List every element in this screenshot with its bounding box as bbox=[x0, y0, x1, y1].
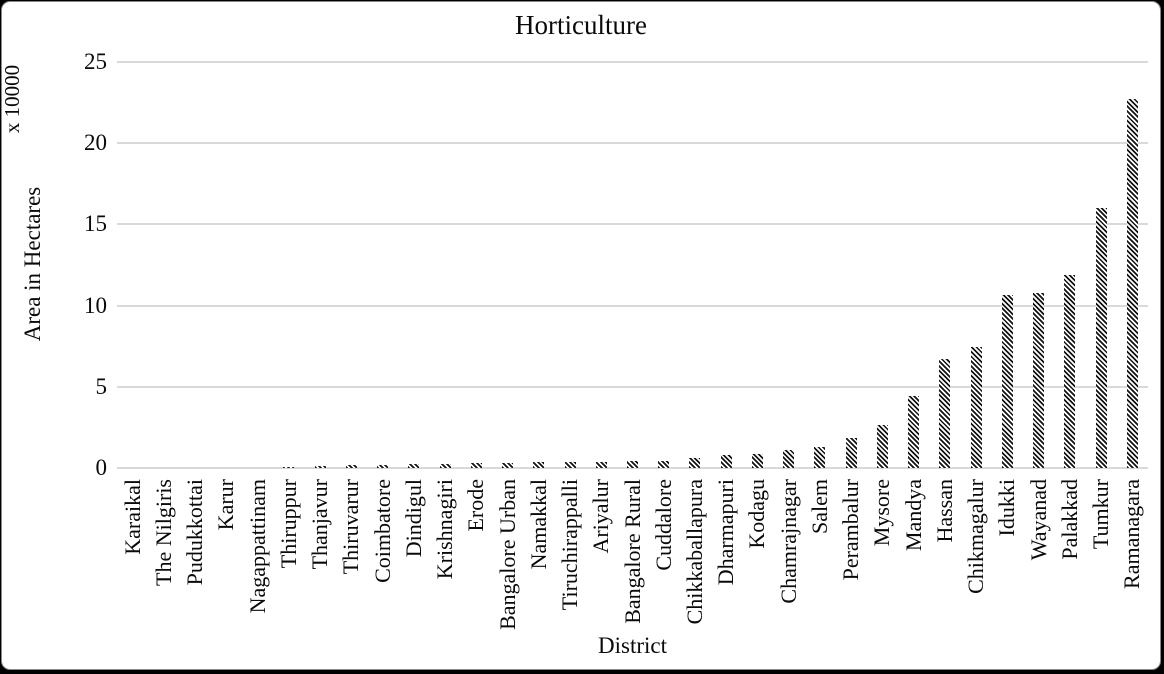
gridline bbox=[117, 385, 1148, 388]
gridline bbox=[117, 304, 1148, 307]
x-tick-label: Nagappattinam bbox=[244, 479, 270, 614]
y-tick-label: 20 bbox=[84, 130, 107, 156]
x-tick-label: Coimbatore bbox=[369, 479, 395, 583]
x-tick-label: Namakkal bbox=[525, 479, 551, 570]
x-tick-label: Dindigul bbox=[400, 479, 426, 558]
bar bbox=[658, 460, 670, 468]
bar bbox=[751, 454, 763, 468]
bar bbox=[1064, 274, 1076, 468]
y-tick-label: 25 bbox=[84, 49, 107, 74]
x-tick-label: Mysore bbox=[869, 479, 895, 547]
gridline bbox=[117, 223, 1148, 226]
x-tick-label: Hassan bbox=[931, 479, 957, 543]
x-tick-label: Tiruchirappalli bbox=[557, 479, 582, 611]
x-tick-label: Kodagu bbox=[744, 479, 770, 549]
x-tick-label: Krishnagiri bbox=[432, 479, 458, 580]
x-tick-label: Bangalore Urban bbox=[494, 479, 520, 630]
x-tick-label: Wayanad bbox=[1025, 479, 1051, 561]
y-axis-title: Area in Hectares bbox=[20, 186, 45, 342]
bar bbox=[939, 359, 951, 468]
x-tick-label: Ariyalur bbox=[588, 479, 614, 554]
x-tick-label: Perambalur bbox=[838, 479, 864, 581]
bar bbox=[470, 463, 482, 468]
x-tick-label: Erode bbox=[463, 479, 489, 532]
x-tick-label: Karur bbox=[213, 479, 239, 531]
x-tick-label: Pudukkottai bbox=[182, 479, 208, 586]
x-tick-label: Chikkaballapura bbox=[681, 479, 707, 625]
bar bbox=[689, 457, 701, 468]
gridline bbox=[117, 142, 1148, 145]
bar bbox=[1095, 208, 1107, 468]
bar bbox=[564, 461, 576, 468]
bar bbox=[283, 467, 295, 468]
y-tick-label: 5 bbox=[95, 373, 108, 399]
x-tick-label: Idukki bbox=[994, 479, 1020, 537]
x-axis-title: District bbox=[598, 633, 667, 658]
x-tick-label: Karaikal bbox=[119, 479, 145, 555]
y-tick-label: 0 bbox=[95, 455, 108, 480]
bar bbox=[908, 395, 920, 468]
x-tick-label: Palakkad bbox=[1056, 479, 1082, 560]
bar bbox=[314, 465, 326, 468]
x-tick-label: Thiruppur bbox=[275, 479, 301, 569]
bar bbox=[502, 462, 514, 468]
x-tick-label: Mandya bbox=[900, 479, 926, 552]
bar bbox=[533, 462, 545, 468]
x-tick-label: Dharmapuri bbox=[713, 479, 739, 586]
bar bbox=[720, 455, 732, 468]
x-tick-label: Bangalore Rural bbox=[619, 479, 645, 624]
bar bbox=[1126, 99, 1138, 468]
bar bbox=[845, 438, 857, 468]
x-tick-label: Ramanagara bbox=[1119, 479, 1145, 589]
bar bbox=[408, 464, 420, 468]
x-tick-label: Salem bbox=[806, 479, 832, 534]
bar bbox=[627, 461, 638, 468]
bar bbox=[1001, 295, 1013, 468]
x-tick-label: The Nilgiris bbox=[150, 479, 176, 586]
bar bbox=[814, 446, 826, 468]
bar bbox=[783, 449, 795, 468]
gridline bbox=[117, 467, 1148, 469]
bar bbox=[970, 347, 982, 468]
x-tick-label: Tumkur bbox=[1088, 479, 1114, 550]
bar bbox=[345, 465, 357, 468]
x-tick-label: Thiruvarur bbox=[338, 479, 364, 575]
bar bbox=[377, 464, 389, 468]
chart-title: Horticulture bbox=[515, 10, 647, 40]
bar bbox=[595, 461, 607, 468]
gridline bbox=[117, 61, 1148, 63]
bar bbox=[439, 463, 451, 468]
x-tick-label: Chikmagalur bbox=[963, 479, 989, 594]
y-tick-label: 15 bbox=[84, 211, 107, 237]
x-tick-label: Cuddalore bbox=[650, 479, 676, 571]
x-tick-label: Chamrajnagar bbox=[775, 479, 801, 604]
y-tick-label: 10 bbox=[84, 292, 107, 318]
x-tick-label: Thanjavur bbox=[307, 479, 333, 570]
bar bbox=[1033, 292, 1045, 468]
bar bbox=[876, 424, 888, 468]
